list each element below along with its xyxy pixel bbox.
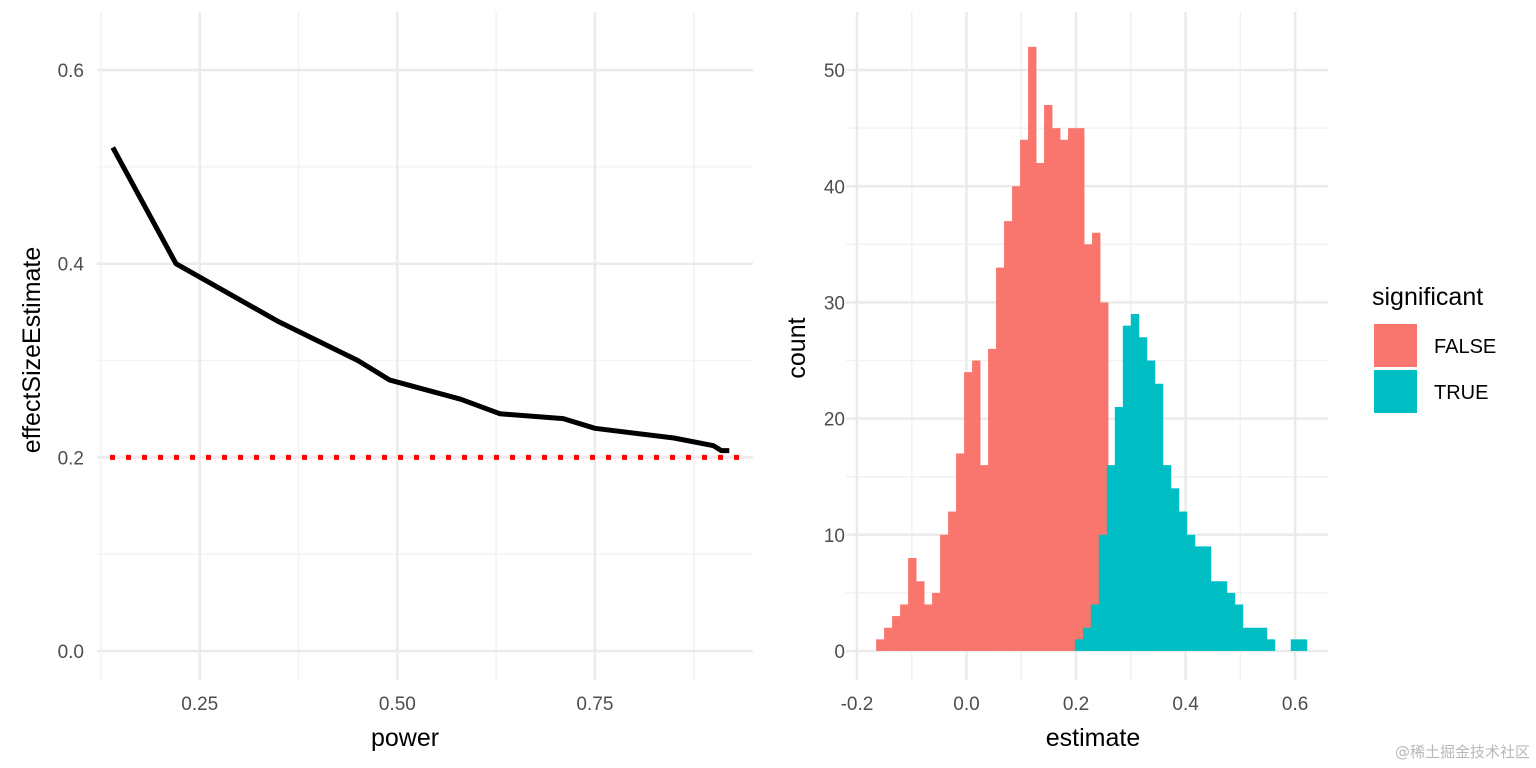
x-tick-label: 0.0 bbox=[953, 694, 979, 715]
histogram-bar-true bbox=[1082, 627, 1092, 651]
y-tick-label: 30 bbox=[824, 293, 845, 314]
histogram-bar-false bbox=[972, 360, 981, 651]
histogram-bar-false bbox=[892, 616, 901, 651]
histogram-bar-true bbox=[1290, 639, 1300, 651]
histogram-bar-false bbox=[1084, 244, 1093, 651]
histogram-bar-false bbox=[1068, 128, 1077, 651]
histogram-bar-false bbox=[940, 534, 949, 651]
legend-swatch-false bbox=[1374, 324, 1417, 367]
x-tick-label: 0.2 bbox=[1063, 694, 1089, 715]
histogram-bar-true bbox=[1202, 546, 1212, 651]
histogram-bar-false bbox=[1020, 139, 1029, 651]
histogram-bar-false bbox=[900, 604, 909, 651]
y-tick-label: 20 bbox=[824, 410, 845, 431]
histogram-bar-false bbox=[1100, 302, 1109, 651]
x-tick-label: 0.6 bbox=[1282, 694, 1308, 715]
histogram-bar-false bbox=[1004, 221, 1013, 651]
histogram-bar-true bbox=[1298, 639, 1308, 651]
histogram-bar-false bbox=[948, 511, 957, 651]
legend-title: significant bbox=[1372, 283, 1483, 311]
y-tick-label: 0.0 bbox=[58, 642, 84, 663]
histogram-bar-false bbox=[964, 372, 973, 651]
histogram-bar-true bbox=[1266, 639, 1276, 651]
series-line bbox=[110, 146, 730, 454]
x-tick-label: 0.75 bbox=[576, 694, 613, 715]
histogram-bar-true bbox=[1106, 465, 1116, 651]
histogram-panel: 0 10 20 30 40 50 -0.2 0.0 0.2 0.4 0.6 estimate count bbox=[783, 12, 1328, 752]
histogram-bar-false bbox=[996, 267, 1005, 651]
histogram-bar-true bbox=[1186, 534, 1196, 651]
histogram-bar-false bbox=[1060, 139, 1069, 651]
line-chart-panel: 0.0 0.2 0.4 0.6 0.25 0.50 0.75 power effectSizeE… bbox=[18, 12, 753, 752]
histogram-bar-true bbox=[1250, 627, 1260, 651]
histogram-bar-true bbox=[1258, 627, 1268, 651]
histogram-bar-false bbox=[1044, 104, 1053, 651]
histogram-bar-true bbox=[1090, 604, 1100, 651]
watermark: @稀土掘金技术社区 bbox=[1394, 743, 1530, 761]
histogram-bar-true bbox=[1114, 406, 1124, 651]
y-tick-label: 0 bbox=[834, 642, 845, 663]
histogram-bar-true bbox=[1130, 314, 1140, 651]
histogram-bar-true bbox=[1194, 546, 1204, 651]
histogram-bar-true bbox=[1146, 360, 1156, 651]
y-tick-label: 0.6 bbox=[58, 61, 84, 82]
y-axis-title: effectSizeEstimate bbox=[18, 247, 46, 454]
y-tick-label: 40 bbox=[824, 177, 845, 198]
x-tick-label: -0.2 bbox=[841, 694, 874, 715]
y-tick-label: 0.2 bbox=[58, 448, 84, 469]
histogram-bar-true bbox=[1162, 465, 1172, 651]
x-tick-label: 0.50 bbox=[379, 694, 416, 715]
histogram-bar-false bbox=[1028, 46, 1037, 651]
histogram-bar-true bbox=[1226, 592, 1236, 651]
histogram-bar-false bbox=[1052, 128, 1061, 651]
histogram-bar-true bbox=[1234, 604, 1244, 651]
x-axis-title: power bbox=[371, 724, 439, 752]
histogram-bar-true bbox=[1098, 534, 1108, 651]
legend-swatch-true bbox=[1374, 370, 1417, 413]
histogram-bar-false bbox=[876, 639, 885, 651]
histogram-bar-true bbox=[1154, 383, 1164, 651]
histogram-bar-false bbox=[1036, 163, 1045, 651]
histogram-bar-true bbox=[1218, 581, 1228, 651]
y-tick-label: 0.4 bbox=[58, 255, 85, 276]
histogram-bar-false bbox=[980, 465, 989, 651]
histogram-bar-false bbox=[1076, 128, 1085, 651]
x-tick-label: 0.25 bbox=[181, 694, 218, 715]
histogram-bar-false bbox=[956, 453, 965, 651]
histogram-bar-false bbox=[908, 558, 917, 651]
histogram-bar-true bbox=[1178, 511, 1188, 651]
y-axis-title: count bbox=[783, 317, 811, 378]
legend: significant FALSE TRUE bbox=[1372, 283, 1496, 413]
histogram-bar-false bbox=[932, 592, 941, 651]
histogram-bar-false bbox=[1092, 232, 1101, 651]
y-tick-label: 10 bbox=[824, 526, 845, 547]
y-tick-label: 50 bbox=[824, 61, 845, 82]
x-tick-label: 0.4 bbox=[1172, 694, 1199, 715]
histogram-bar-true bbox=[1122, 325, 1132, 651]
histogram-bar-false bbox=[884, 627, 893, 651]
x-axis-title: estimate bbox=[1046, 724, 1140, 752]
histogram-bar-true bbox=[1074, 639, 1084, 651]
histogram-bar-false bbox=[1012, 186, 1021, 651]
histogram-bar-true bbox=[1138, 337, 1148, 651]
histogram-bar-true bbox=[1170, 488, 1180, 651]
histogram-bar-true bbox=[1210, 581, 1220, 651]
histogram-bar-false bbox=[924, 604, 933, 651]
histogram-bar-true bbox=[1242, 627, 1252, 651]
histogram-bar-false bbox=[916, 581, 925, 651]
histogram-bar-false bbox=[988, 348, 997, 651]
legend-label-false: FALSE bbox=[1434, 336, 1496, 358]
legend-label-true: TRUE bbox=[1434, 382, 1488, 404]
